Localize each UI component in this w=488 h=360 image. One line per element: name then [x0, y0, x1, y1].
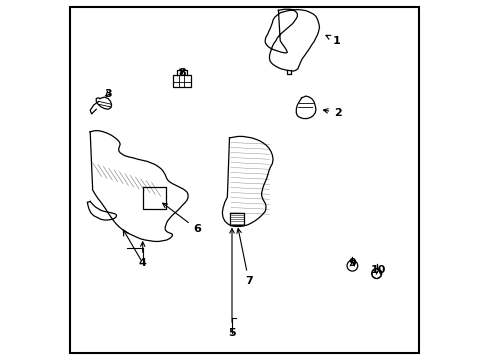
Text: 4: 4	[139, 242, 146, 268]
Text: 2: 2	[323, 108, 341, 118]
Text: 1: 1	[325, 35, 340, 46]
Bar	[173, 75, 190, 87]
Text: 6: 6	[163, 203, 201, 234]
Text: 9: 9	[348, 258, 356, 268]
Text: 5: 5	[228, 229, 235, 338]
Text: 7: 7	[236, 229, 252, 286]
Circle shape	[346, 260, 357, 271]
Circle shape	[371, 269, 381, 279]
Text: 8: 8	[178, 68, 185, 78]
Text: 10: 10	[370, 265, 386, 275]
Text: 3: 3	[104, 89, 112, 99]
